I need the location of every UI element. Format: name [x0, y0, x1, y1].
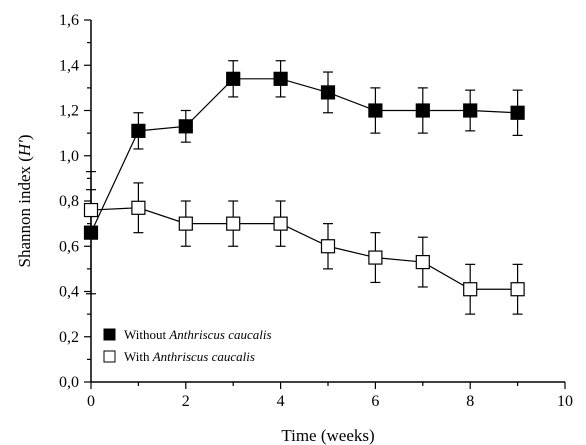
y-tick-label: 0,6: [59, 238, 79, 255]
axes: 0 2 4 6 8 10 0,0 0,2 0,4 0,6 0,8 1,0 1,2 1,4 1,6: [59, 12, 573, 410]
data-point-with: [131, 200, 146, 215]
legend-label-with-italic: Anthriscus caucalis: [152, 349, 255, 364]
x-tick-label: 6: [371, 393, 379, 410]
data-point-with: [463, 282, 478, 297]
x-axis-label: Time (weeks): [281, 426, 374, 445]
legend-marker-open-square: [103, 350, 116, 363]
legend-label-without: Without Anthriscus caucalis: [124, 327, 272, 342]
x-tick-label: 8: [466, 393, 474, 410]
data-point-with: [368, 250, 383, 265]
legend-label-without-italic: Anthriscus caucalis: [168, 327, 271, 342]
y-tick-label: 0,4: [59, 284, 79, 301]
data-point-with: [178, 216, 193, 231]
x-tick-label: 4: [277, 393, 285, 410]
y-tick-label: 0,0: [59, 374, 79, 391]
series-line-with: [90, 207, 518, 290]
x-tick-label: 2: [182, 393, 190, 410]
legend: Without Anthriscus caucalis With Anthris…: [103, 327, 272, 364]
y-axis-label-suffix: ): [15, 134, 34, 140]
data-point-without: [226, 71, 241, 86]
y-axis-label: Shannon index (H'): [15, 134, 34, 267]
y-tick-label: 1,2: [59, 103, 79, 120]
series-line-without: [90, 78, 518, 233]
data-point-with: [415, 254, 430, 270]
data-point-with: [510, 282, 525, 297]
y-tick-label: 1,4: [59, 57, 79, 74]
data-point-with: [273, 216, 288, 231]
legend-entry-with: With Anthriscus caucalis: [103, 349, 255, 364]
y-tick-label: 0,8: [59, 193, 79, 210]
data-markers: [83, 71, 525, 297]
series-lines: [90, 78, 518, 290]
data-point-without: [463, 103, 478, 118]
data-point-without: [178, 119, 193, 134]
legend-label-with: With Anthriscus caucalis: [124, 349, 255, 364]
y-tick-label: 1,6: [59, 12, 79, 29]
data-point-with: [320, 239, 336, 254]
data-point-without: [320, 85, 336, 100]
y-axis-label-prefix: Shannon index (: [15, 156, 34, 268]
y-axis-label-symbol: H': [15, 140, 34, 157]
data-point-with: [83, 202, 99, 218]
data-point-without: [83, 225, 99, 240]
data-point-without: [415, 103, 430, 118]
data-point-without: [368, 103, 383, 118]
legend-marker-filled-square: [103, 328, 116, 341]
x-tick-label: 0: [87, 393, 95, 410]
data-point-without: [131, 123, 146, 138]
y-tick-label: 0,2: [59, 329, 79, 346]
x-tick-label: 10: [557, 393, 573, 410]
y-tick-label: 1,0: [59, 148, 79, 165]
data-point-without: [273, 71, 288, 86]
error-bars: [86, 60, 523, 315]
legend-label-with-plain: With: [124, 349, 153, 364]
data-point-without: [510, 105, 525, 120]
legend-entry-without: Without Anthriscus caucalis: [103, 327, 272, 342]
data-point-with: [226, 216, 241, 231]
legend-label-without-plain: Without: [124, 327, 169, 342]
